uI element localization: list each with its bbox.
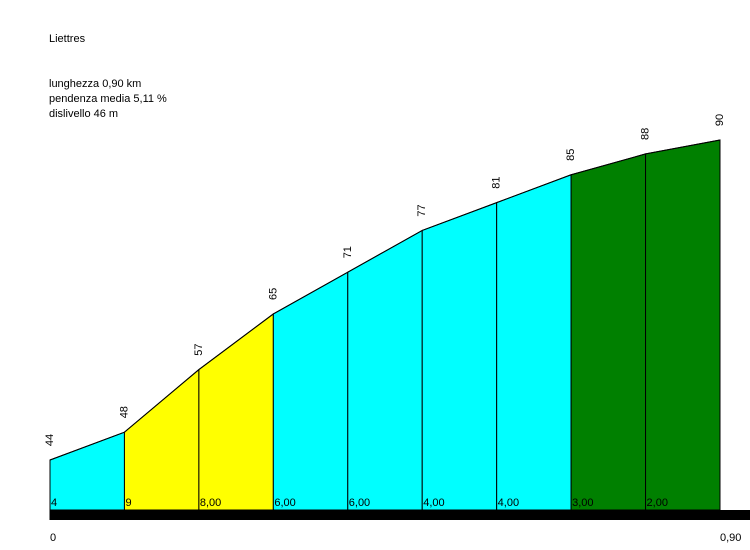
elevation-label: 77 (416, 204, 428, 216)
elevation-label: 57 (193, 343, 205, 355)
elevation-label: 48 (118, 406, 130, 418)
segment (496, 174, 572, 511)
segment (645, 139, 721, 511)
segment (421, 201, 498, 511)
info-line: dislivello 46 m (49, 108, 118, 120)
segment (347, 229, 423, 511)
gradient-label: 4 (51, 497, 57, 509)
gradient-label: 3,00 (572, 497, 593, 509)
elevation-label: 44 (44, 434, 56, 446)
info-line: lunghezza 0,90 km (49, 78, 141, 90)
gradient-label: 6,00 (349, 497, 370, 509)
base-bar (50, 510, 750, 520)
elevation-label: 85 (565, 149, 577, 161)
gradient-label: 4,00 (498, 497, 519, 509)
elevation-label: 90 (714, 114, 726, 126)
gradient-label: 9 (125, 497, 131, 509)
elevation-label: 65 (267, 288, 279, 300)
elevation-label: 88 (640, 128, 652, 140)
x-tick-label: 0,90 (720, 532, 741, 544)
gradient-label: 6,00 (274, 497, 295, 509)
gradient-label: 4,00 (423, 497, 444, 509)
info-line: pendenza media 5,11 % (49, 93, 167, 105)
elevation-label: 81 (491, 176, 503, 188)
gradient-label: 8,00 (200, 497, 221, 509)
x-tick-label: 0 (50, 532, 56, 544)
segment (570, 153, 647, 511)
profile-line (49, 139, 721, 461)
gradient-label: 2,00 (647, 497, 668, 509)
chart-title: Liettres (49, 33, 86, 45)
elevation-label: 71 (342, 246, 354, 258)
